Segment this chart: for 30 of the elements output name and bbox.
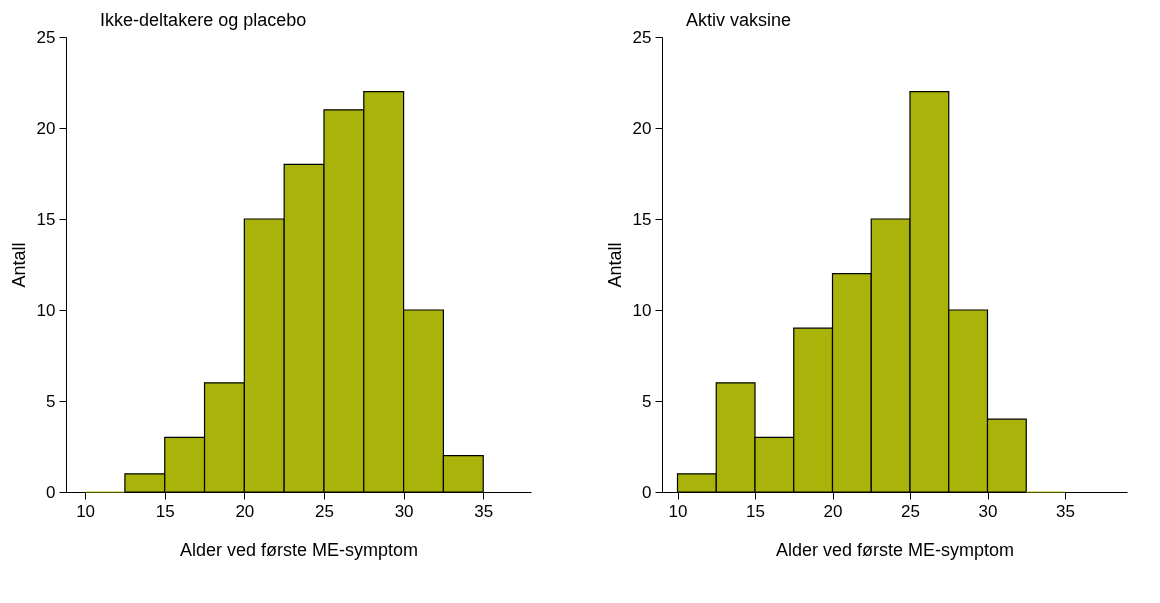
x-tick-label: 30 <box>394 501 414 521</box>
x-tick-label: 10 <box>76 501 96 521</box>
x-tick-label: 35 <box>1056 501 1075 521</box>
x-tick-label: 35 <box>474 501 494 521</box>
x-tick-label: 15 <box>155 501 175 521</box>
chart-title: Ikke-deltakere og placebo <box>100 10 307 30</box>
y-tick-label: 15 <box>36 209 56 229</box>
x-tick-label: 20 <box>235 501 255 521</box>
y-axis-title: Antall <box>8 242 29 288</box>
y-tick-label: 10 <box>632 300 652 320</box>
y-tick-label: 10 <box>36 300 56 320</box>
y-axis-title: Antall <box>604 242 625 288</box>
x-axis-title: Alder ved første ME-symptom <box>179 539 419 560</box>
x-axis-title: Alder ved første ME-symptom <box>775 539 1015 560</box>
chart-title: Aktiv vaksine <box>686 10 792 30</box>
y-tick-label: 0 <box>46 482 56 502</box>
x-tick-label: 25 <box>901 501 920 521</box>
y-tick-label: 5 <box>46 391 56 411</box>
x-tick-label: 10 <box>668 501 688 521</box>
y-tick-label: 15 <box>632 209 652 229</box>
y-tick-label: 25 <box>36 27 56 47</box>
x-tick-label: 15 <box>746 501 765 521</box>
x-tick-label: 30 <box>978 501 998 521</box>
x-tick-label: 25 <box>315 501 334 521</box>
y-tick-label: 0 <box>642 482 652 502</box>
y-tick-label: 25 <box>632 27 652 47</box>
x-tick-label: 20 <box>823 501 843 521</box>
y-tick-label: 5 <box>642 391 652 411</box>
y-tick-label: 20 <box>632 118 652 138</box>
y-tick-label: 20 <box>36 118 56 138</box>
